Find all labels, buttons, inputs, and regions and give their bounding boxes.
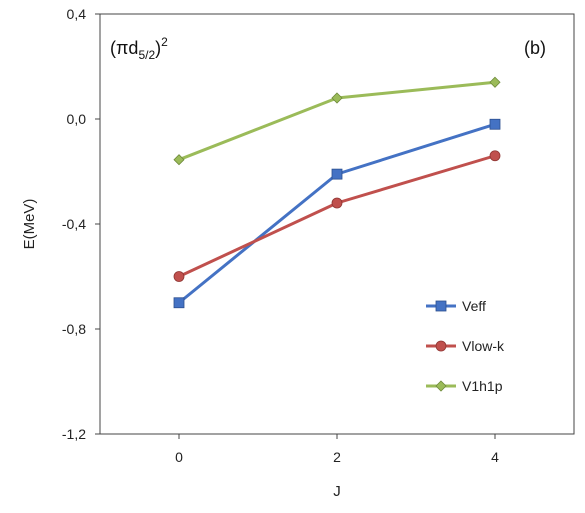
state-annotation: (πd5/2)2	[110, 35, 168, 62]
x-axis-title: J	[333, 483, 341, 500]
legend-label-veff: Veff	[462, 298, 486, 314]
legend-label-v1h1p: V1h1p	[462, 378, 503, 394]
legend-marker-veff	[435, 300, 447, 312]
y-tick-label: -1,2	[62, 426, 86, 442]
data-point-vlow-k	[489, 150, 501, 162]
annotation-subscript: 5/2	[138, 48, 155, 62]
x-tick-label: 4	[491, 449, 499, 465]
data-point-vlow-k	[173, 271, 185, 282]
annotation-superscript: 2	[161, 35, 168, 49]
y-tick-label: -0,8	[62, 321, 86, 337]
data-point-v1h1p	[489, 76, 501, 88]
legend-marker-vlow-k	[435, 340, 447, 352]
annotation-close: )	[155, 38, 161, 58]
y-axis-ticks: -1,2 -0,8 -0,4 0,0 0,4	[62, 6, 100, 442]
y-tick-label: 0,4	[67, 6, 87, 22]
x-tick-label: 0	[175, 449, 183, 465]
y-tick-label: 0,0	[67, 111, 87, 127]
y-tick-label: -0,4	[62, 216, 86, 232]
data-point-veff	[331, 168, 343, 180]
legend: Veff Vlow-k V1h1p	[426, 298, 505, 394]
data-point-v1h1p	[173, 154, 185, 166]
plot-frame	[99, 13, 575, 435]
data-point-veff	[489, 118, 501, 130]
data-point-veff	[173, 297, 185, 309]
x-tick-label: 2	[333, 449, 341, 465]
legend-label-vlow-k: Vlow-k	[462, 338, 505, 354]
data-point-v1h1p	[331, 92, 343, 104]
series-layer	[173, 76, 501, 309]
x-axis-ticks: 0 2 4	[175, 434, 499, 465]
data-point-vlow-k	[331, 197, 343, 209]
panel-label: (b)	[524, 38, 546, 58]
annotation-main: (πd	[110, 38, 138, 58]
y-axis-title: E(MeV)	[21, 199, 38, 250]
legend-marker-v1h1p	[435, 380, 447, 392]
series-line-veff	[178, 122, 496, 304]
